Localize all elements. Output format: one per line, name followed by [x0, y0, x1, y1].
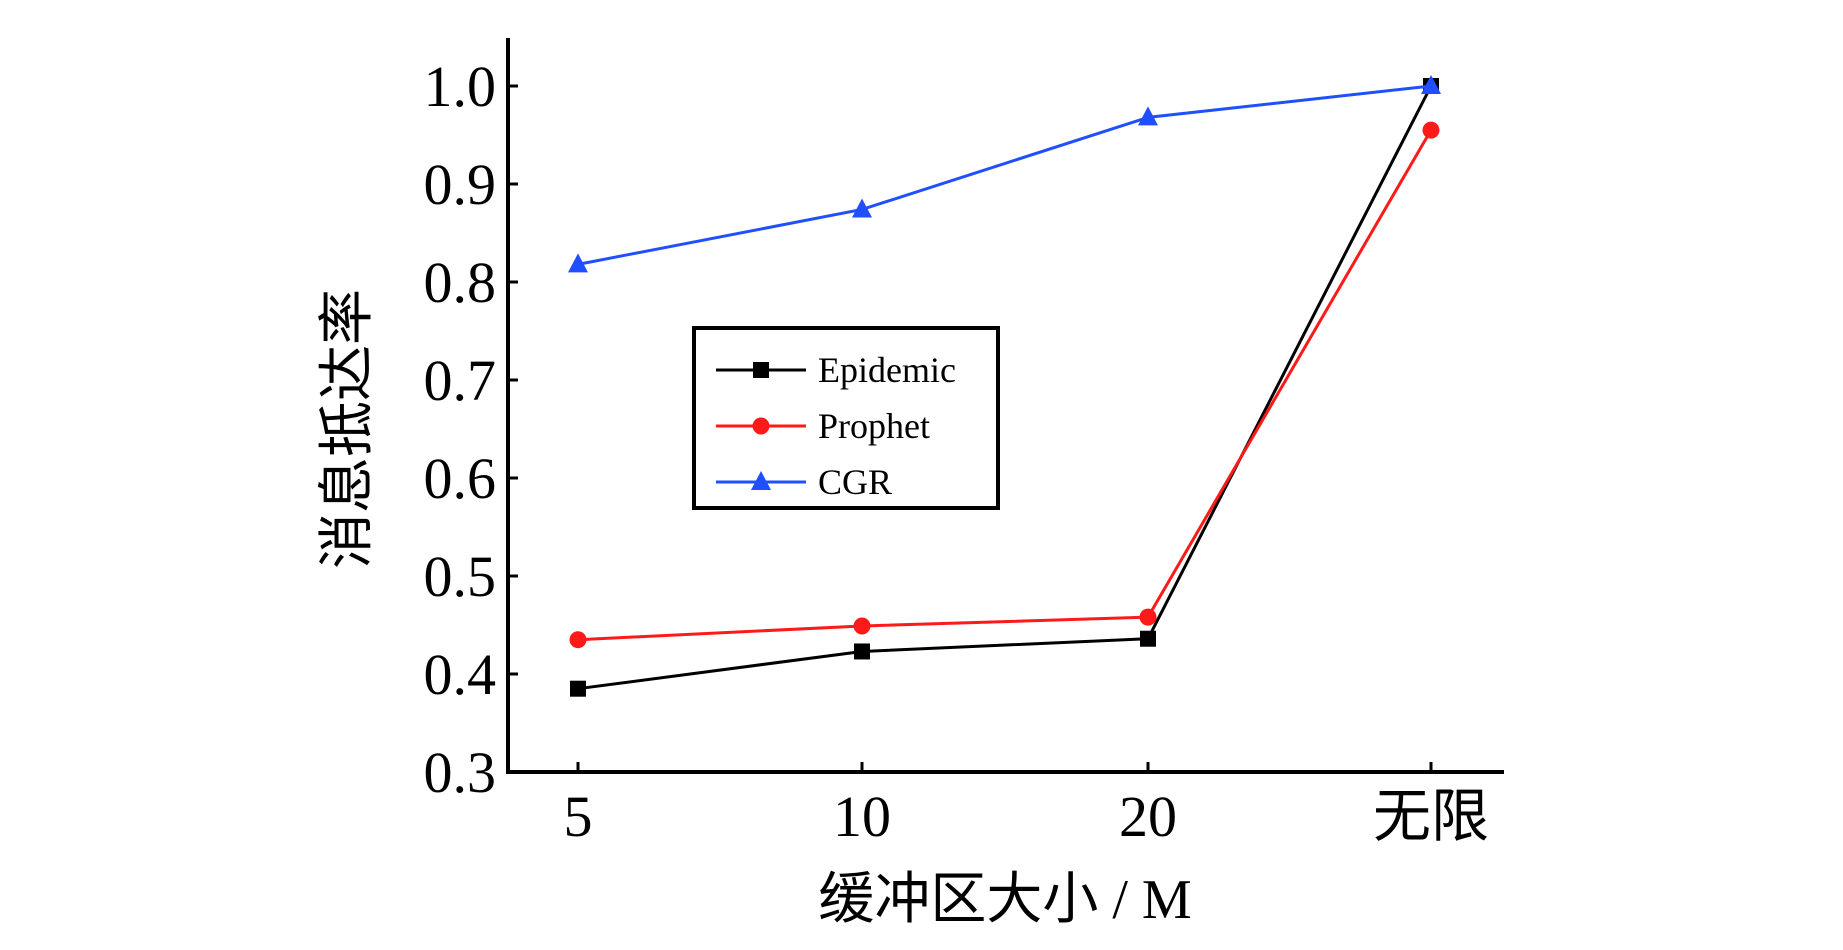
legend-marker-epidemic	[753, 362, 769, 378]
data-point-cgr	[568, 253, 588, 273]
data-point-epidemic	[1140, 630, 1156, 647]
data-point-epidemic	[570, 680, 586, 697]
data-point-prophet	[853, 617, 871, 635]
legend: Epidemic Prophet CGR	[692, 326, 1000, 510]
x-tick-label: 10	[833, 784, 891, 849]
axes: 0.3 0.4 0.5 0.6 0.7 0.8 0.9 1.0 5 10 20 无限	[424, 38, 1504, 849]
x-axis-label: 缓冲区大小 / M	[818, 869, 1191, 931]
data-point-cgr	[1138, 106, 1158, 126]
y-axis-label: 消息抵达率	[317, 289, 379, 569]
series-prophet	[569, 121, 1440, 649]
y-tick-label: 0.9	[424, 152, 497, 217]
series-group	[568, 75, 1441, 697]
y-tick-label: 0.7	[424, 348, 497, 413]
series-line-epidemic	[577, 85, 1433, 691]
y-tick-label: 0.8	[424, 250, 497, 315]
x-tick-label: 无限	[1373, 784, 1489, 849]
data-point-prophet	[1139, 608, 1157, 626]
legend-label: Prophet	[818, 406, 930, 446]
series-line-cgr	[577, 84, 1432, 266]
y-tick-label: 0.5	[424, 544, 497, 609]
data-point-prophet	[569, 631, 587, 649]
y-tick-label: 0.4	[424, 642, 497, 707]
x-tick-label: 5	[564, 784, 593, 849]
data-point-cgr	[852, 198, 872, 218]
legend-marker-prophet	[752, 417, 770, 435]
data-point-epidemic	[854, 643, 870, 660]
y-tick-label: 1.0	[424, 54, 497, 119]
legend-label: CGR	[818, 462, 892, 502]
x-tick-label: 20	[1119, 784, 1177, 849]
data-point-prophet	[1422, 121, 1440, 139]
y-tick-label: 0.6	[424, 446, 497, 511]
legend-marker-cgr	[751, 471, 771, 490]
legend-box	[692, 326, 1000, 510]
y-tick-label: 0.3	[424, 740, 497, 805]
legend-label: Epidemic	[818, 350, 956, 390]
data-point-cgr	[1421, 75, 1441, 94]
series-line-prophet	[577, 129, 1433, 642]
series-cgr	[568, 75, 1441, 273]
